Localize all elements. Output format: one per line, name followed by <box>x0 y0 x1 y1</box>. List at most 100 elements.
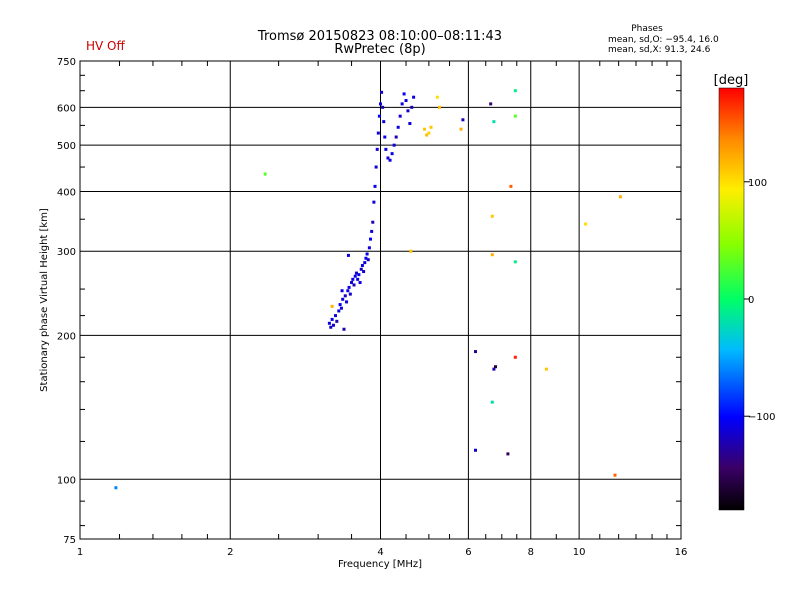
data-point <box>390 152 394 156</box>
data-point <box>337 309 341 313</box>
data-point <box>370 229 374 233</box>
data-point <box>346 253 350 257</box>
data-point <box>492 367 496 371</box>
data-point <box>402 92 406 96</box>
data-point <box>388 158 392 162</box>
data-point <box>400 102 404 106</box>
data-point <box>513 260 517 264</box>
data-point <box>379 102 382 106</box>
chart-title: Tromsø 20150823 08:10:00–08:11:43 <box>257 29 502 44</box>
data-point <box>406 109 410 113</box>
data-point <box>353 274 357 278</box>
data-point <box>369 237 373 241</box>
x-tick-label: 6 <box>465 547 471 558</box>
y-tick-label: 400 <box>57 187 76 198</box>
data-points <box>114 89 622 490</box>
data-point <box>366 258 370 262</box>
phases-o-line: mean, sd,O: −95.4, 16.0 <box>608 35 719 45</box>
data-point <box>381 105 385 109</box>
data-point <box>384 147 388 151</box>
data-point <box>494 365 498 369</box>
colorbar-tick-label: −100 <box>748 412 775 423</box>
data-point <box>373 184 377 188</box>
y-tick-label: 100 <box>57 475 76 486</box>
data-point <box>358 281 362 285</box>
data-point <box>263 172 267 176</box>
data-point <box>382 120 386 124</box>
x-tick-label: 2 <box>227 547 233 558</box>
data-point <box>350 281 354 285</box>
phases-heading: Phases <box>631 24 663 34</box>
data-point <box>584 222 588 226</box>
hv-status-label: HV Off <box>86 39 125 53</box>
data-point <box>371 220 375 224</box>
data-point <box>331 323 335 327</box>
data-point <box>408 122 412 126</box>
data-point <box>437 105 441 109</box>
data-point <box>386 156 390 160</box>
data-point <box>377 114 381 118</box>
data-point <box>435 95 439 99</box>
data-point <box>360 264 364 268</box>
data-point <box>513 355 517 359</box>
data-point <box>339 306 343 310</box>
data-point <box>410 105 414 109</box>
x-tick-label: 10 <box>573 547 586 558</box>
chart-subtitle: RwPretec (8p) <box>334 42 425 57</box>
x-tick-label: 8 <box>528 547 534 558</box>
phases-x-line: mean, sd,X: 91.3, 24.6 <box>608 45 711 55</box>
data-point <box>425 133 429 137</box>
data-point <box>363 261 367 265</box>
data-point <box>333 314 337 318</box>
data-point <box>342 327 346 331</box>
data-point <box>329 325 333 329</box>
data-point <box>362 270 366 274</box>
data-point <box>372 200 376 204</box>
data-point <box>376 131 380 135</box>
x-tick-label: 1 <box>77 547 83 558</box>
data-point <box>356 277 360 281</box>
data-point <box>506 452 510 456</box>
y-tick-label: 75 <box>63 535 76 546</box>
data-point <box>354 271 358 275</box>
data-point <box>345 300 349 304</box>
data-point <box>374 165 378 169</box>
y-tick-label: 750 <box>57 57 76 68</box>
data-point <box>335 319 339 323</box>
data-point <box>409 249 413 253</box>
data-point <box>365 252 369 256</box>
data-point <box>490 214 494 218</box>
data-point <box>429 125 433 129</box>
data-point <box>461 118 465 122</box>
y-axis-label: Stationary phase Virtual Height [km] <box>39 208 50 392</box>
data-point <box>422 127 426 131</box>
x-tick-label: 4 <box>377 547 383 558</box>
data-point <box>489 102 493 106</box>
data-point <box>338 303 342 307</box>
data-point <box>330 317 334 321</box>
data-point <box>459 127 463 131</box>
data-point <box>367 246 371 250</box>
data-point <box>348 292 352 296</box>
data-point <box>340 289 344 293</box>
data-point <box>394 135 398 139</box>
colorbar-tick-label: 100 <box>748 178 767 189</box>
data-point <box>396 125 400 129</box>
data-point <box>490 400 494 404</box>
y-tick-label: 200 <box>57 331 76 342</box>
data-point <box>544 367 548 371</box>
colorbar-tick-label: 0 <box>748 295 754 306</box>
y-tick-label: 500 <box>57 141 76 152</box>
data-point <box>346 289 350 293</box>
data-point <box>513 89 517 93</box>
data-point <box>490 253 494 257</box>
data-point <box>427 131 431 135</box>
axis-minor-ticks <box>80 61 681 539</box>
x-axis-tick-labels: 1 2 4 6 8 10 16 <box>77 547 688 558</box>
data-point <box>359 267 363 271</box>
data-point <box>613 473 617 477</box>
data-point <box>375 147 379 151</box>
data-point <box>351 277 355 281</box>
